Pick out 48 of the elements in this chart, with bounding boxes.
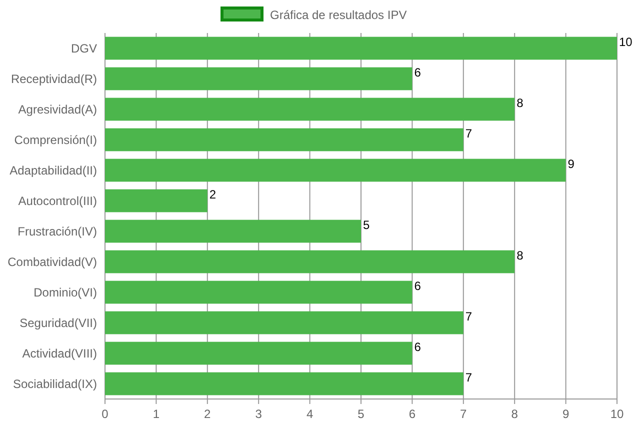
data-label: 8 — [516, 96, 524, 110]
bar — [105, 36, 617, 60]
y-tick-label: Seguridad(VII) — [20, 316, 97, 330]
x-tick-label: 9 — [562, 407, 570, 421]
bar — [105, 189, 208, 212]
bar — [105, 311, 464, 334]
x-tick-label: 2 — [204, 407, 212, 421]
data-label: 6 — [414, 278, 422, 293]
y-tick-label: Actividad(VIII) — [22, 346, 97, 360]
bar — [105, 342, 412, 365]
y-tick-label: Receptividad(R) — [10, 72, 97, 86]
data-label: 10 — [619, 34, 633, 49]
y-tick-label: Adaptabilidad(II) — [10, 163, 97, 178]
x-tick-label: 1 — [152, 407, 160, 421]
data-label: 7 — [465, 370, 472, 384]
y-tick-label: Frustración(IV) — [18, 224, 97, 238]
x-tick-label: 3 — [255, 407, 262, 421]
data-label: 6 — [414, 340, 422, 354]
x-tick-label: 7 — [460, 407, 468, 421]
bar — [105, 280, 412, 304]
bar — [105, 128, 464, 152]
bar — [105, 372, 464, 396]
x-tick-label: 5 — [358, 407, 365, 421]
data-label: 7 — [465, 309, 472, 324]
y-tick-label: Comprensión(I) — [14, 132, 97, 147]
data-label: 5 — [363, 218, 370, 232]
data-label: 6 — [414, 65, 422, 80]
x-tick-label: 4 — [306, 407, 314, 421]
x-tick-label: 6 — [408, 407, 416, 421]
x-tick-label: 10 — [610, 407, 624, 421]
data-label: 9 — [568, 156, 575, 171]
y-tick-label: Autocontrol(III) — [18, 194, 97, 208]
data-label: 7 — [465, 126, 472, 140]
data-label: 8 — [516, 248, 524, 262]
data-label: 2 — [209, 187, 216, 202]
y-tick-label: Sociabilidad(IX) — [12, 376, 97, 391]
y-tick-label: Combatividad(V) — [8, 254, 97, 269]
y-tick-label: Agresividad(A) — [18, 102, 97, 116]
bar — [105, 250, 515, 274]
x-tick-label: 0 — [102, 407, 109, 421]
y-tick-label: Dominio(VI) — [34, 285, 97, 300]
bar — [105, 158, 566, 182]
series-label: Gráfica de resultados IPV — [270, 8, 407, 22]
y-tick-label: DGV — [70, 41, 97, 56]
bar — [105, 220, 361, 243]
bar — [105, 98, 515, 121]
x-tick-label: 8 — [511, 407, 518, 421]
bar — [105, 67, 412, 90]
